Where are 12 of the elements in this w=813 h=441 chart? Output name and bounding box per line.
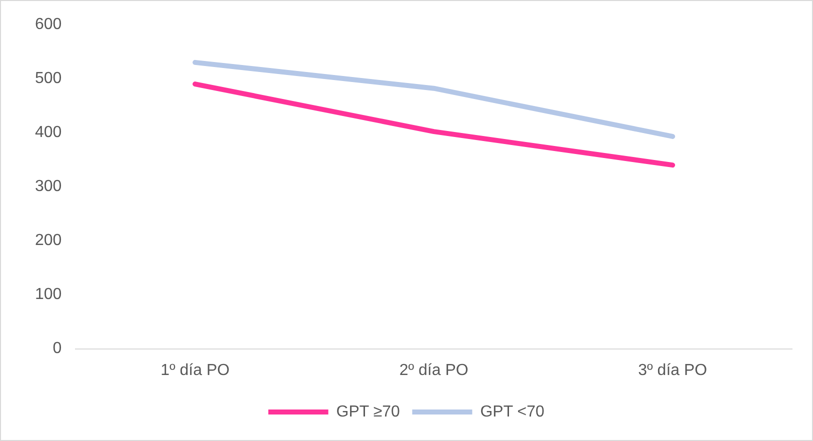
legend-label: GPT <70 — [480, 403, 545, 420]
x-tick-label: 2º día PO — [399, 362, 468, 379]
x-tick-label: 1º día PO — [160, 362, 230, 379]
y-tick-label: 600 — [34, 16, 62, 34]
y-tick-label: 500 — [34, 70, 62, 88]
x-tick-label: 3º día PO — [638, 362, 708, 379]
y-tick-label: 400 — [34, 124, 62, 142]
y-tick-label: 0 — [52, 340, 62, 358]
y-tick-label: 100 — [34, 286, 62, 304]
y-tick-label: 200 — [34, 232, 62, 250]
y-tick-label: 300 — [34, 178, 62, 196]
legend-label: GPT ≥70 — [336, 403, 400, 420]
